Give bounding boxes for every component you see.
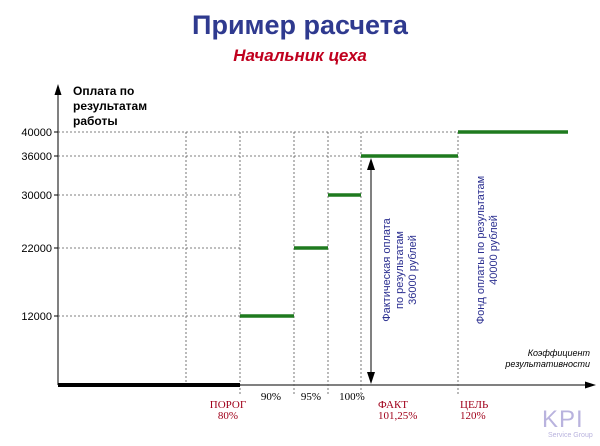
annotation-fund: Фонд оплаты по результатам 40000 рублей [475,176,500,324]
y-tick-label: 36000 [21,151,52,163]
x-tick-label: ПОРОГ 80% [210,399,246,422]
annotation-fact-line: 36000 рублей [407,235,419,305]
logo-text: KPI [542,406,584,433]
chart-title: Пример расчета [192,10,408,40]
annotation-fund-line: Фонд оплаты по результатам [475,176,487,324]
y-tick-label: 22000 [21,243,52,255]
y-axis-label: Оплата по результатам работы [73,84,148,128]
annotation-fund-line: 40000 рублей [488,215,500,285]
y-tick-label: 30000 [21,190,52,202]
x-tick-label: ЦЕЛЬ 120% [460,399,488,422]
fact-arrow-head-down [367,372,375,384]
x-tick-label: 100% [339,391,365,403]
chart-subtitle: Начальник цеха [233,46,367,65]
logo-subtext: Service Group [548,432,593,439]
y-axis-arrow [54,84,62,95]
x-tick-label: 90% [261,391,281,403]
kpi-logo: KPI Service Group [542,406,598,444]
x-axis-label: Коэффициент результативности [504,348,590,369]
y-tick-label: 12000 [21,311,52,323]
annotation-fact-line: по результатам [394,231,406,309]
x-tick-label: 95% [301,391,321,403]
x-axis-arrow [585,381,596,389]
annotation-fact-line: Фактическая оплата [381,217,393,321]
fact-arrow-head-up [367,158,375,170]
x-tick-label: ФАКТ 101,25% [378,399,417,422]
annotation-fact: Фактическая оплата по результатам 36000 ру… [381,217,419,321]
y-tick-label: 40000 [21,127,52,139]
